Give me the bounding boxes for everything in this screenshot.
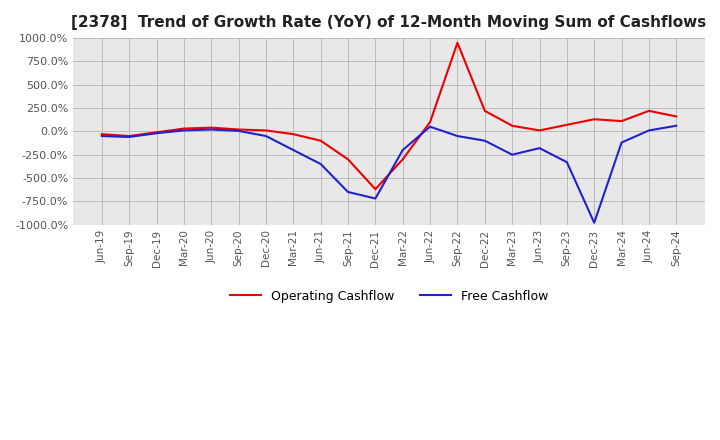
Free Cashflow [617,140,626,145]
Line: Free Cashflow: Free Cashflow [102,126,676,223]
Operating Cashflow [207,125,215,130]
Line: Operating Cashflow: Operating Cashflow [102,43,676,189]
Free Cashflow [207,127,215,132]
Operating Cashflow [535,128,544,133]
Free Cashflow [152,131,161,136]
Operating Cashflow [289,132,297,137]
Free Cashflow [234,128,243,134]
Free Cashflow [289,147,297,153]
Operating Cashflow [316,138,325,143]
Free Cashflow [562,160,571,165]
Free Cashflow [371,196,379,201]
Free Cashflow [261,133,270,139]
Operating Cashflow [453,40,462,45]
Free Cashflow [644,128,653,133]
Free Cashflow [480,138,489,143]
Operating Cashflow [562,122,571,128]
Operating Cashflow [261,128,270,133]
Operating Cashflow [343,157,352,162]
Title: [2378]  Trend of Growth Rate (YoY) of 12-Month Moving Sum of Cashflows: [2378] Trend of Growth Rate (YoY) of 12-… [71,15,707,30]
Free Cashflow [343,189,352,194]
Operating Cashflow [426,119,434,125]
Free Cashflow [97,133,106,139]
Operating Cashflow [508,123,516,128]
Free Cashflow [508,152,516,158]
Operating Cashflow [97,132,106,137]
Operating Cashflow [234,127,243,132]
Free Cashflow [398,147,407,153]
Operating Cashflow [617,118,626,124]
Operating Cashflow [398,157,407,162]
Operating Cashflow [480,108,489,114]
Free Cashflow [453,133,462,139]
Operating Cashflow [125,133,133,139]
Operating Cashflow [179,126,188,131]
Free Cashflow [590,220,598,225]
Free Cashflow [426,124,434,129]
Free Cashflow [125,134,133,139]
Operating Cashflow [152,130,161,135]
Legend: Operating Cashflow, Free Cashflow: Operating Cashflow, Free Cashflow [225,285,553,308]
Operating Cashflow [590,117,598,122]
Operating Cashflow [371,187,379,192]
Free Cashflow [535,146,544,151]
Free Cashflow [672,123,680,128]
Operating Cashflow [672,114,680,119]
Free Cashflow [316,161,325,167]
Free Cashflow [179,128,188,133]
Operating Cashflow [644,108,653,114]
